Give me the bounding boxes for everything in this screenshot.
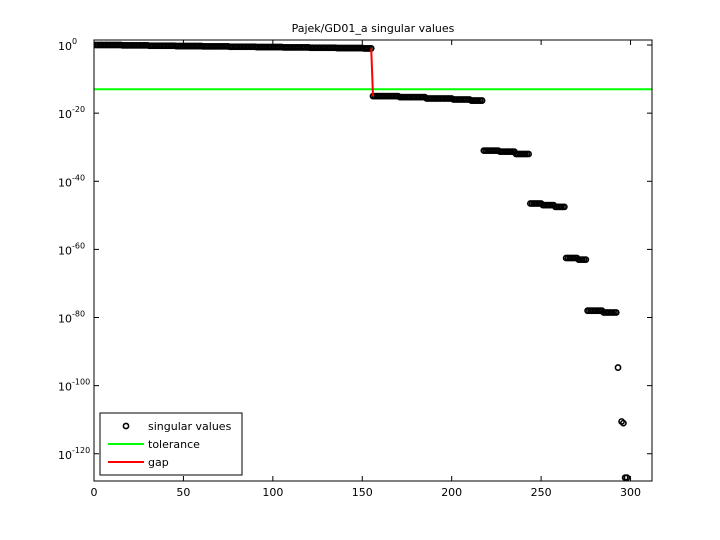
y-tick-exponent: -120 [72,446,90,455]
y-tick-exponent: -100 [72,378,90,387]
data-point [560,203,568,211]
legend-marker [122,422,130,430]
legend-label: tolerance [148,438,200,451]
y-tick-label: 10-120 [58,446,90,462]
legend-label: gap [148,456,169,469]
axes-box [93,39,653,482]
y-tick-label: 10-100 [58,378,90,394]
x-tick-label: 50 [176,486,190,499]
y-tick-base: 10 [58,381,72,394]
data-point [582,256,590,264]
x-tick-label: 100 [262,486,283,499]
y-tick-base: 10 [58,108,72,121]
y-tick-exponent: -20 [72,105,85,114]
y-tick-base: 10 [58,449,72,462]
y-tick-label: 10-20 [58,105,85,121]
chart-title: Pajek/GD01_a singular values [292,22,455,35]
data-point [623,474,631,481]
y-tick-exponent: 0 [72,37,77,46]
data-point [478,97,486,104]
x-tick-label: 0 [91,486,98,499]
x-tick-label: 300 [620,486,641,499]
x-tick-label: 250 [531,486,552,499]
y-tick-exponent: -80 [72,310,85,319]
legend-label: singular values [148,420,232,433]
y-tick-exponent: -40 [72,173,85,182]
y-tick-label: 10-80 [58,310,85,326]
data-point [612,309,620,316]
y-tick-base: 10 [58,313,72,326]
y-tick-label: 10-40 [58,173,85,189]
y-tick-base: 10 [58,176,72,189]
x-tick-label: 150 [352,486,373,499]
data-point [614,364,622,371]
plot-area [94,41,652,481]
y-tick-base: 10 [58,40,72,53]
data-point [525,150,532,158]
gap-line [370,48,374,97]
y-tick-base: 10 [58,244,72,257]
data-point [619,419,627,427]
x-tick-label: 200 [441,486,462,499]
y-tick-label: 100 [58,37,77,53]
y-tick-label: 10-60 [58,241,85,257]
y-tick-exponent: -60 [72,241,85,250]
